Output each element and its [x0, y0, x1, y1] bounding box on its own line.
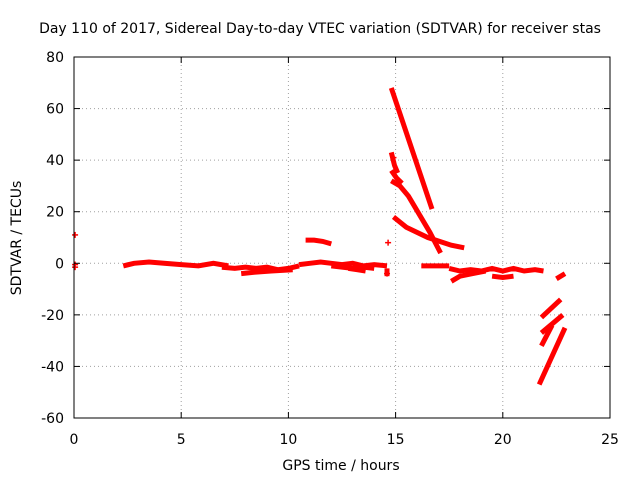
data-track [539, 312, 565, 335]
y-tick-label: -40 [41, 359, 64, 375]
y-tick-label: 80 [46, 50, 64, 66]
data-point [72, 231, 79, 238]
x-axis-label: GPS time / hours [282, 458, 399, 474]
axis-ticks: 0 5 10 15 20 25 -60 -40 -20 0 20 40 60 80 [41, 50, 619, 448]
x-tick-label: 15 [387, 432, 405, 448]
data-track [390, 178, 443, 255]
data-point [72, 264, 79, 271]
x-tick-label: 0 [70, 432, 79, 448]
data-track [122, 259, 229, 269]
y-axis-label: SDTVAR / TECUs [9, 181, 25, 296]
data-point [385, 239, 392, 246]
data-track [388, 87, 435, 210]
data-track [388, 151, 401, 174]
x-tick-label: 20 [494, 432, 512, 448]
data-track [348, 265, 366, 274]
data-track [391, 214, 465, 251]
y-tick-label: 20 [46, 205, 64, 221]
data-track [298, 259, 388, 269]
data-track [389, 169, 404, 186]
grid-lines [74, 57, 610, 418]
chart-title: Day 110 of 2017, Sidereal Day-to-day VTE… [39, 21, 601, 37]
data-track [305, 237, 332, 247]
x-tick-label: 10 [279, 432, 297, 448]
y-tick-label: -60 [41, 411, 64, 427]
data-track [491, 273, 514, 281]
y-tick-label: 40 [46, 153, 64, 169]
data-track [539, 297, 563, 320]
y-tick-label: -20 [41, 308, 64, 324]
plot-frame [73, 56, 611, 419]
x-tick-label: 5 [177, 432, 186, 448]
data-track [536, 326, 568, 386]
x-tick-label: 25 [601, 432, 619, 448]
data-track [539, 324, 555, 347]
data-track [450, 268, 487, 284]
data-track [240, 267, 293, 277]
y-tick-label: 60 [46, 102, 64, 118]
data-track [448, 265, 544, 274]
data-marks [72, 87, 568, 386]
data-track [555, 271, 567, 281]
y-tick-label: 0 [55, 256, 64, 272]
